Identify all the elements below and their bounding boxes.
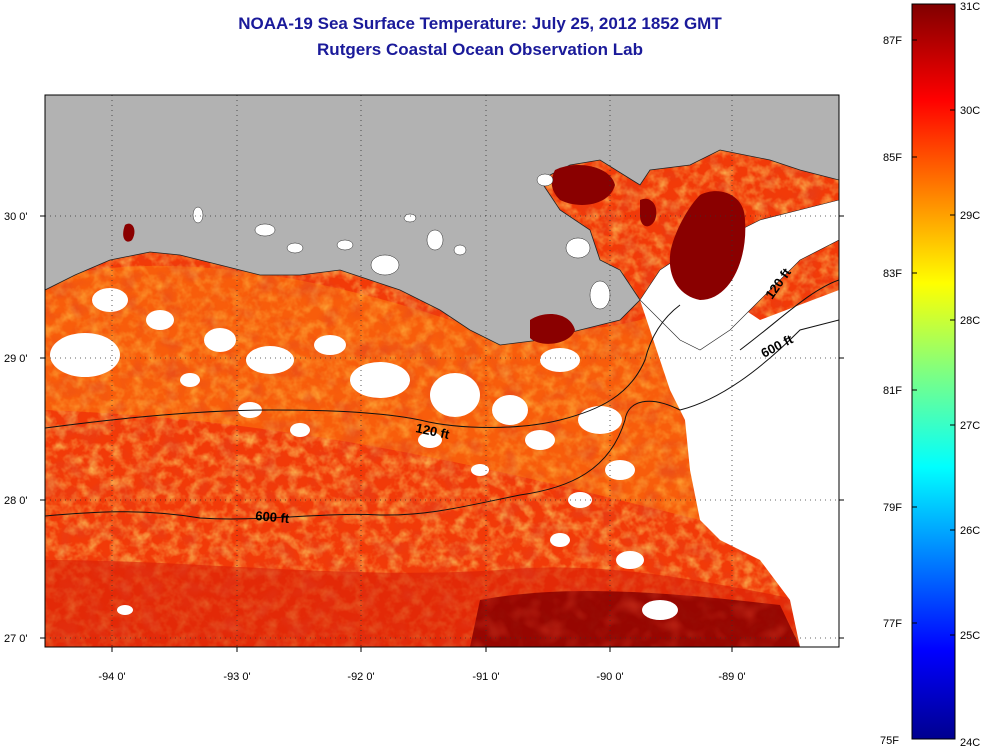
map-frame	[44, 94, 840, 648]
map-subtitle: Rutgers Coastal Ocean Observation Lab	[317, 40, 643, 59]
colorbar-f-83: 83F	[883, 268, 902, 280]
land-mass	[45, 95, 839, 346]
colorbar-c-29: 29C	[960, 210, 980, 222]
lat-label-29: 29 0'	[4, 353, 28, 365]
colorbar-c-24: 24C	[960, 737, 980, 749]
bathymetry-contours	[45, 279, 839, 520]
map-title: NOAA-19 Sea Surface Temperature: July 25…	[238, 14, 722, 33]
lon-label-92: -92 0'	[347, 671, 374, 683]
contour-label-120ft: 120 ft	[414, 420, 451, 442]
colorbar	[911, 3, 956, 740]
map-area	[45, 95, 839, 647]
colorbar-f-77: 77F	[883, 618, 902, 630]
inland-lakes	[192, 173, 611, 310]
lat-label-28: 28 0'	[4, 495, 28, 507]
colorbar-f-87: 87F	[883, 35, 902, 47]
colorbar-c-30: 30C	[960, 105, 980, 117]
colorbar-c-25: 25C	[960, 630, 980, 642]
inland-warm-waters	[123, 165, 746, 344]
contour-120ft-path	[45, 304, 681, 429]
axis-ticks	[40, 215, 844, 652]
lat-label-30: 30 0'	[4, 211, 28, 223]
lon-label-93: -93 0'	[223, 671, 250, 683]
colorbar-f-85: 85F	[883, 152, 902, 164]
contour-label-600ft: 600 ft	[255, 508, 291, 526]
colorbar-c-28: 28C	[960, 315, 980, 327]
contour-600ft-path	[45, 319, 839, 520]
cloud-mask	[50, 280, 839, 647]
colorbar-c-26: 26C	[960, 525, 980, 537]
lon-label-94: -94 0'	[98, 671, 125, 683]
lon-label-90: -90 0'	[596, 671, 623, 683]
grid-lines	[45, 95, 839, 647]
colorbar-f-81: 81F	[883, 385, 902, 397]
lat-label-27: 27 0'	[4, 633, 28, 645]
colorbar-f-79: 79F	[883, 502, 902, 514]
lon-label-91: -91 0'	[472, 671, 499, 683]
lon-label-89: -89 0'	[718, 671, 745, 683]
colorbar-ticks	[912, 39, 955, 636]
colorbar-f-75: 75F	[880, 735, 899, 747]
colorbar-c-31: 31C	[960, 1, 980, 13]
contour-east-path	[739, 279, 839, 351]
colorbar-c-27: 27C	[960, 420, 980, 432]
